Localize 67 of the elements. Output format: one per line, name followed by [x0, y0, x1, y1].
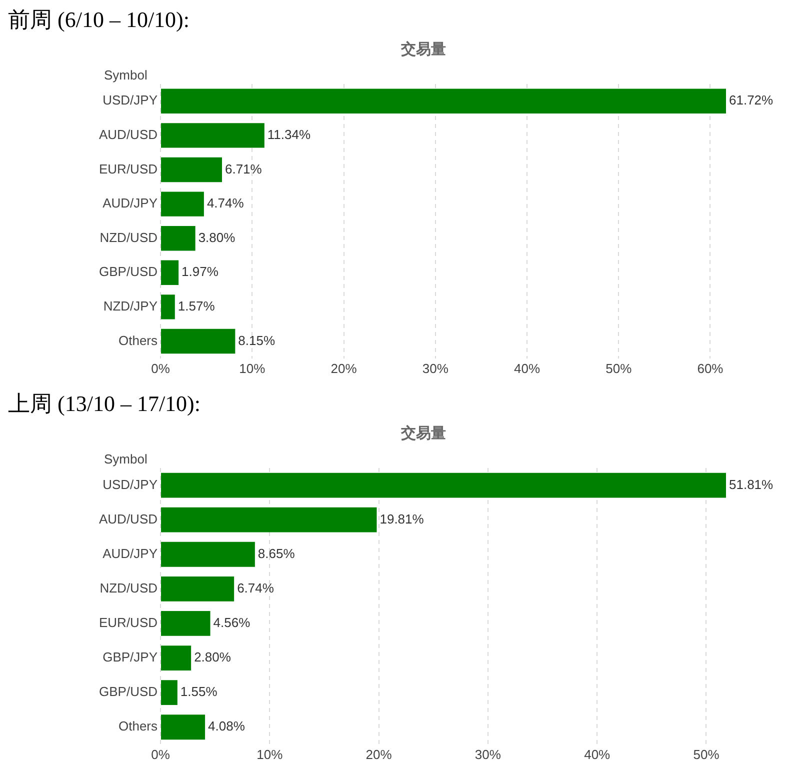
bar — [161, 260, 179, 285]
data-label: 2.80% — [194, 650, 232, 665]
y-axis-title: Symbol — [104, 452, 148, 467]
bar — [161, 646, 192, 670]
data-label: 1.97% — [182, 264, 219, 280]
data-label: 1.55% — [180, 684, 218, 700]
data-label: 11.34% — [267, 127, 311, 142]
bar — [161, 328, 236, 354]
y-axis-title: Symbol — [104, 68, 148, 83]
x-tick-label: 30% — [474, 746, 502, 762]
data-label: 8.65% — [258, 546, 296, 561]
bar — [161, 576, 234, 602]
x-tick-label: 50% — [693, 746, 720, 762]
y-tick-label: EUR/USD — [98, 161, 158, 176]
x-tick-label: 0% — [151, 360, 170, 376]
y-tick-label: USD/JPY — [102, 92, 158, 108]
y-tick-label: AUD/JPY — [102, 196, 158, 211]
data-label: 51.81% — [729, 476, 774, 492]
bar — [161, 611, 210, 636]
y-tick-label: AUD/USD — [98, 127, 158, 142]
data-label: 3.80% — [198, 230, 236, 245]
y-tick-label: EUR/USD — [98, 615, 158, 630]
x-tick-label: 30% — [422, 360, 449, 376]
bar — [161, 123, 264, 148]
x-tick-label: 50% — [606, 360, 632, 376]
bar — [161, 192, 204, 216]
x-tick-label: 20% — [366, 746, 392, 762]
x-tick-label: 10% — [256, 746, 284, 762]
bar — [161, 157, 222, 182]
x-tick-label: 20% — [330, 360, 358, 376]
y-tick-label: NZD/USD — [100, 230, 158, 245]
x-tick-label: 10% — [239, 360, 266, 376]
y-tick-label: AUD/USD — [98, 511, 158, 526]
bar — [161, 714, 206, 740]
y-tick-label: GBP/USD — [98, 264, 158, 280]
bar — [161, 294, 175, 320]
bar — [161, 680, 178, 706]
data-label: 4.74% — [206, 196, 244, 211]
y-tick-label: GBP/USD — [98, 684, 158, 700]
x-tick-label: 60% — [697, 360, 724, 376]
bar — [161, 88, 726, 114]
chart-title: 上周 (13/10 – 17/10): — [7, 390, 202, 418]
x-tick-label: 0% — [151, 746, 170, 762]
y-tick-label: NZD/JPY — [103, 298, 158, 314]
chart-title: 前周 (6/10 – 10/10): — [7, 6, 190, 34]
bar — [161, 507, 377, 532]
chart-subtitle: 交易量 — [400, 40, 446, 58]
y-tick-label: USD/JPY — [102, 476, 158, 492]
chart-subtitle: 交易量 — [400, 424, 446, 442]
bar — [161, 472, 726, 498]
data-label: 6.74% — [237, 580, 274, 596]
data-label: 4.56% — [213, 615, 251, 630]
data-label: 19.81% — [380, 511, 424, 526]
bar — [161, 542, 255, 567]
y-tick-label: Others — [118, 718, 158, 734]
data-label: 1.57% — [178, 298, 216, 314]
bar — [161, 226, 196, 251]
y-tick-label: GBP/JPY — [102, 650, 158, 665]
x-tick-label: 40% — [584, 746, 611, 762]
y-tick-label: AUD/JPY — [102, 546, 158, 561]
data-label: 6.71% — [224, 161, 262, 176]
data-label: 4.08% — [208, 718, 246, 734]
x-tick-label: 40% — [514, 360, 540, 376]
data-label: 61.72% — [729, 92, 774, 108]
y-tick-label: NZD/USD — [100, 580, 158, 596]
y-tick-label: Others — [118, 332, 158, 348]
data-label: 8.15% — [238, 332, 276, 348]
